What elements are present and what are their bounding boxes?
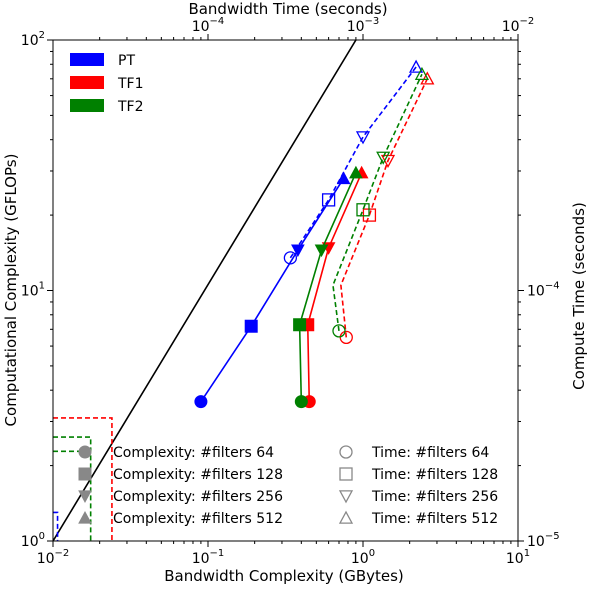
time-point-pt-0 <box>283 251 298 265</box>
time-point-tf2-4 <box>414 66 430 80</box>
bracket-tf1 <box>53 417 113 541</box>
legend-swatch-tf2 <box>70 99 104 112</box>
complexity-point-pt-1 <box>244 319 258 333</box>
complexity-point-tf2-3 <box>349 165 363 179</box>
x-tick-label: 101 <box>506 548 530 567</box>
time-point-pt-2 <box>355 131 371 145</box>
legend-complexity-marker-1 <box>78 467 92 481</box>
right-tick-label: 10−5 <box>527 531 560 550</box>
roofline <box>53 40 357 541</box>
legend-complexity-label-1: Complexity: #filters 128 <box>113 467 283 483</box>
time-line-pt <box>289 66 417 259</box>
legend-complexity-label-3: Complexity: #filters 512 <box>113 511 283 527</box>
right-tick-label: 10−4 <box>527 281 560 300</box>
legend-complexity-marker-3 <box>78 510 92 524</box>
legend-time-label-3: Time: #filters 512 <box>371 511 498 527</box>
top-tick-label: 10−3 <box>347 16 380 35</box>
x-tick-label: 100 <box>351 548 375 567</box>
complexity-point-tf2-0 <box>294 395 308 409</box>
legend-label-tf1: TF1 <box>117 76 144 92</box>
legend-complexity-label-0: Complexity: #filters 64 <box>113 445 274 461</box>
time-point-tf2-0 <box>332 324 346 338</box>
legend-time-marker-1 <box>339 467 353 481</box>
complexity-point-pt-3 <box>336 171 351 185</box>
top-tick-label: 10−4 <box>192 16 225 35</box>
bracket-tf2 <box>53 436 92 541</box>
y-tick-label: 100 <box>21 531 45 550</box>
y-axis-label: Computational Complexity (GFLOPs) <box>2 154 20 427</box>
legend-label-pt: PT <box>118 53 135 69</box>
legend-swatch-pt <box>70 53 104 66</box>
time-point-tf2-2 <box>356 203 370 217</box>
legend-time-marker-2 <box>338 490 354 504</box>
complexity-point-pt-0 <box>194 395 208 409</box>
legend-time-label-2: Time: #filters 256 <box>371 489 498 505</box>
complexity-point-tf2-1 <box>293 318 307 332</box>
right-axis-label: Compute Time (seconds) <box>570 202 588 390</box>
time-point-tf1-4 <box>420 71 435 85</box>
time-line-tf2 <box>332 73 423 331</box>
legend-complexity-label-2: Complexity: #filters 256 <box>113 489 283 505</box>
time-point-pt-3 <box>408 59 424 73</box>
complexity-line-tf1 <box>306 172 363 402</box>
top-tick-label: 10−2 <box>502 16 535 35</box>
plot-frame <box>52 39 519 542</box>
time-point-tf2-3 <box>376 151 391 165</box>
legend-swatch-tf1 <box>70 76 104 89</box>
x-axis-label: Bandwidth Complexity (GBytes) <box>164 567 404 585</box>
complexity-point-tf2-2 <box>314 244 329 258</box>
top-axis-label: Bandwidth Time (seconds) <box>188 0 387 18</box>
x-tick-label: 10−1 <box>192 548 225 567</box>
legend-complexity-marker-0 <box>78 445 92 459</box>
legend-time-marker-3 <box>338 510 354 524</box>
legend-time-marker-0 <box>339 445 353 459</box>
time-point-pt-1 <box>321 193 336 207</box>
complexity-point-pt-2 <box>291 244 305 258</box>
x-tick-label: 10−2 <box>37 548 70 567</box>
legend-label-tf2: TF2 <box>117 99 144 115</box>
legend-time-label-0: Time: #filters 64 <box>371 445 489 461</box>
complexity-line-pt <box>200 178 345 403</box>
bracket-pt <box>53 511 59 541</box>
y-tick-label: 101 <box>21 281 45 300</box>
complexity-line-tf2 <box>298 172 357 402</box>
plot-area <box>53 40 435 541</box>
y-tick-label: 102 <box>21 30 45 49</box>
time-line-tf1 <box>340 78 429 338</box>
legend-time-label-1: Time: #filters 128 <box>371 467 498 483</box>
legend-complexity-marker-2 <box>78 490 92 504</box>
